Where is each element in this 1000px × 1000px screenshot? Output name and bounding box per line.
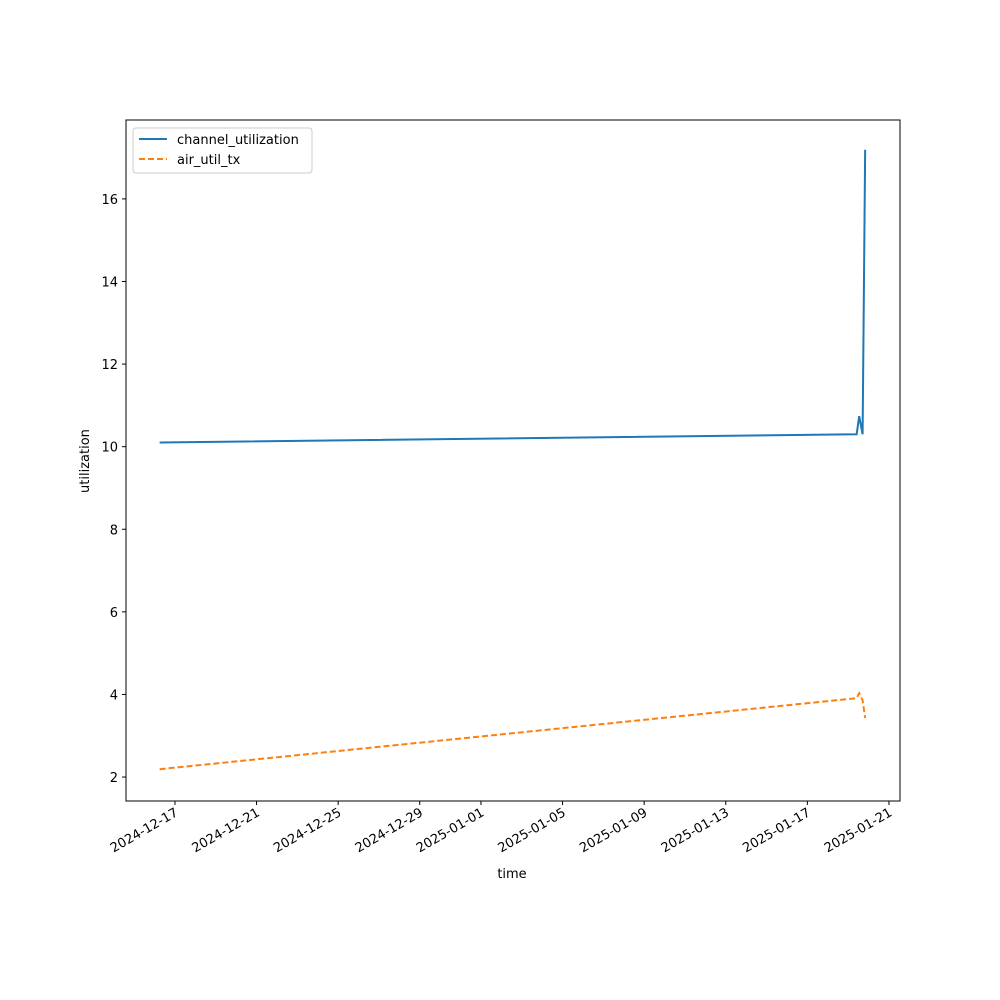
y-tick-label: 16 [101, 193, 118, 208]
legend-box [132, 127, 313, 174]
x-tick-label: 2025-01-17 [740, 805, 813, 856]
series-line [159, 690, 867, 771]
x-tick-label: 2025-01-05 [496, 805, 569, 856]
series-line [159, 149, 867, 444]
y-tick-label: 2 [110, 771, 118, 786]
y-tick-label: 6 [110, 606, 118, 621]
y-axis-label: utilization [78, 429, 93, 493]
y-tick-label: 14 [101, 275, 118, 290]
x-tick-label: 2024-12-21 [190, 805, 263, 856]
x-tick-label: 2025-01-09 [577, 805, 650, 856]
x-tick-label: 2024-12-17 [108, 805, 181, 856]
x-tick-label: 2024-12-25 [271, 805, 344, 856]
x-tick-label: 2025-01-13 [659, 805, 732, 856]
x-tick-label: 2025-01-01 [414, 805, 487, 856]
y-tick-label: 4 [110, 688, 118, 703]
y-tick-label: 12 [101, 358, 118, 373]
legend-label: channel_utilization [177, 133, 299, 148]
plot-frame [125, 119, 901, 802]
x-tick-label: 2024-12-29 [353, 805, 426, 856]
y-tick-label: 10 [101, 441, 118, 456]
x-tick-label: 2025-01-21 [822, 805, 895, 856]
x-axis-label: time [497, 867, 526, 882]
y-tick-label: 8 [110, 523, 118, 538]
legend-label: air_util_tx [177, 153, 241, 168]
